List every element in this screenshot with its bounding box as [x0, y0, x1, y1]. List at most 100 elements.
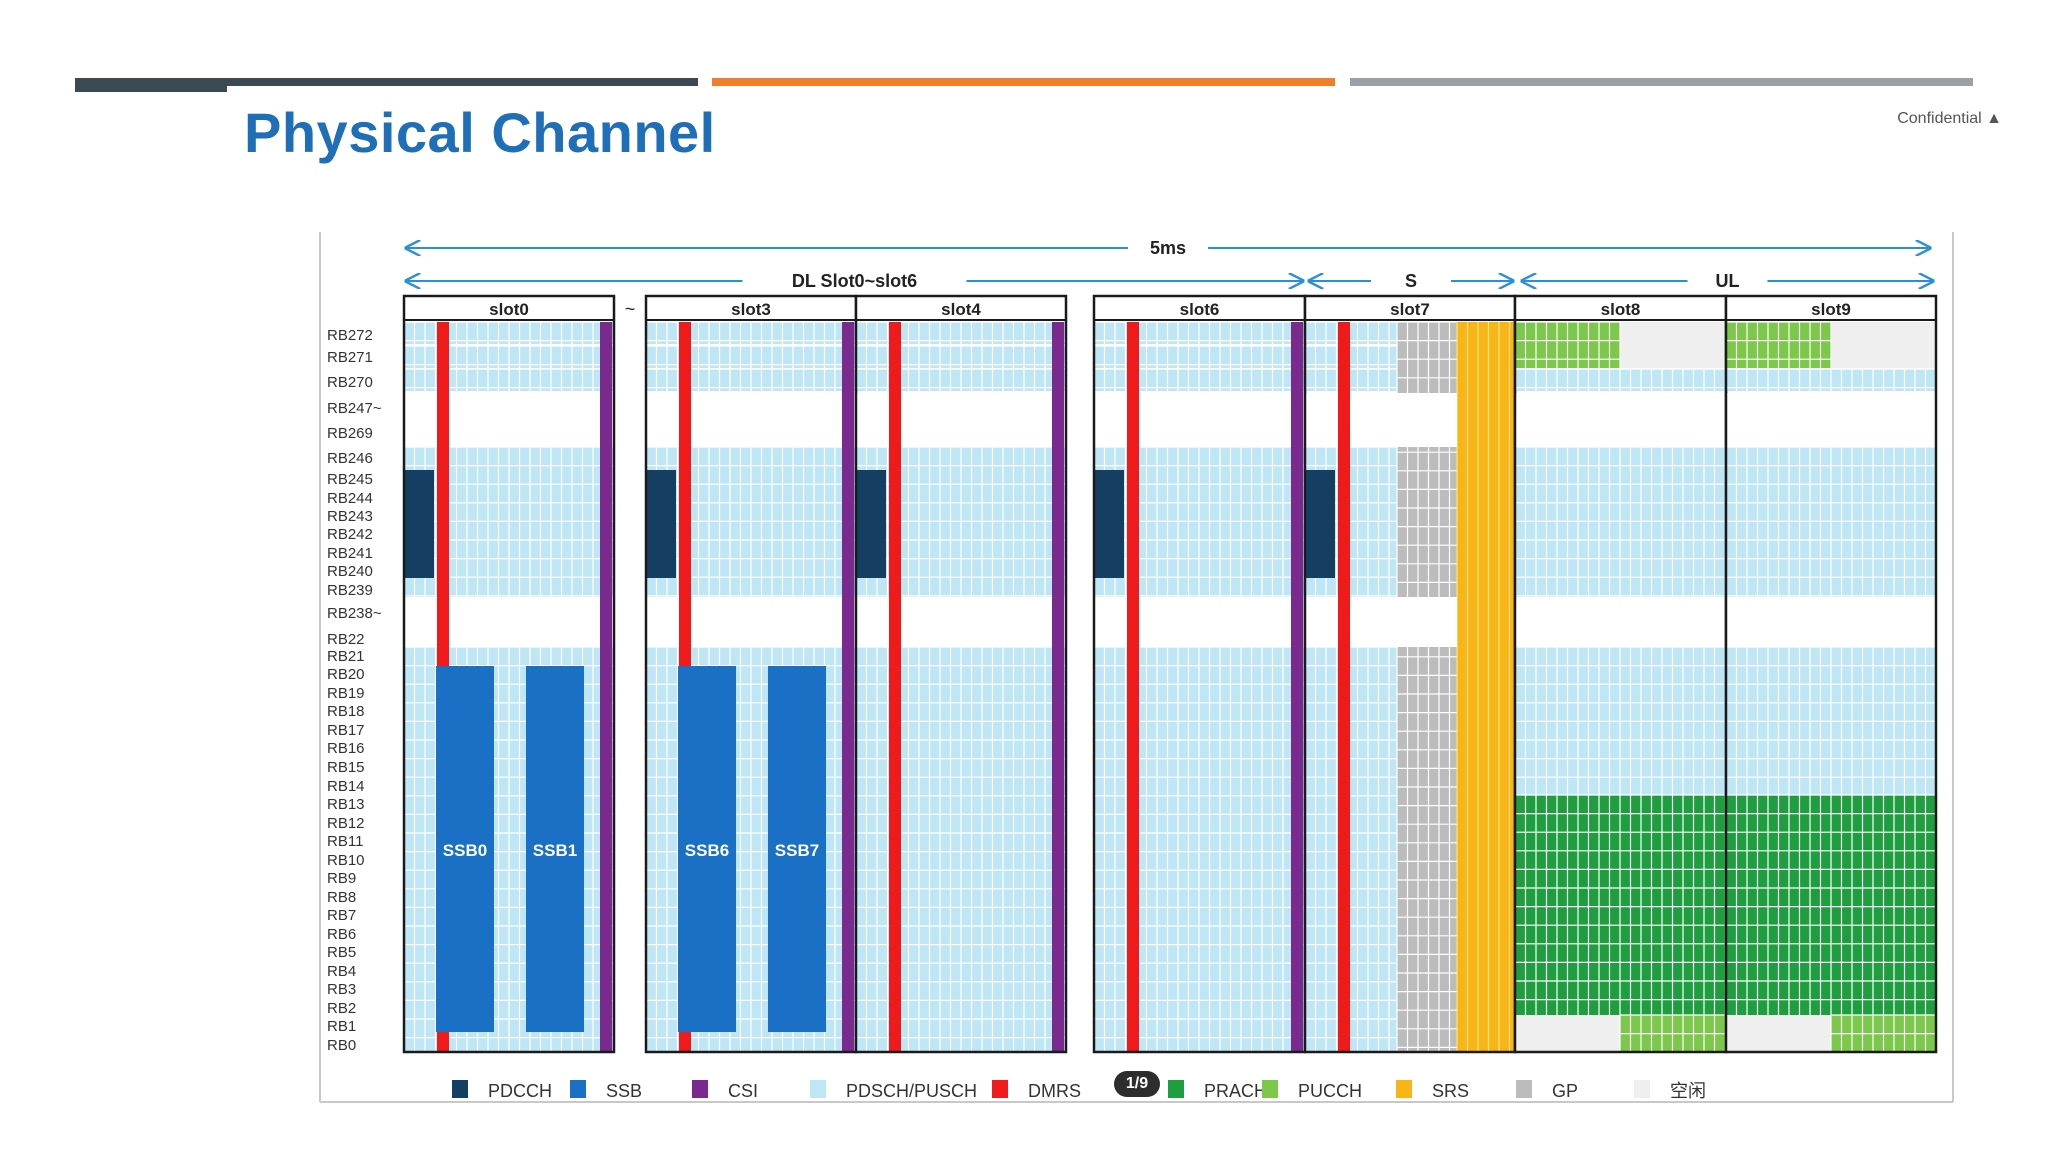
- rb-label: RB14: [327, 778, 365, 795]
- slot-slot7-dmrs: [1338, 322, 1350, 1052]
- rb-label: RB15: [327, 759, 365, 776]
- slot-slot3-ssb-block: [678, 666, 736, 1032]
- slot-slot6-label: slot6: [1180, 300, 1220, 319]
- rb-label: RB18: [327, 703, 365, 720]
- slot-slot4-csi: [1052, 322, 1064, 1052]
- rb-label: RB10: [327, 852, 365, 869]
- rb-label: RB243: [327, 508, 373, 525]
- legend-swatch-pdcch: [452, 1080, 468, 1098]
- header-bar-dark: [227, 78, 698, 86]
- page-indicator[interactable]: 1/9: [1114, 1071, 1160, 1097]
- header-bar-orange: [712, 78, 1335, 86]
- legend-label: DMRS: [1028, 1081, 1081, 1101]
- slot-slot9-border: [1724, 294, 1938, 1054]
- legend-label: PDSCH/PUSCH: [846, 1081, 977, 1101]
- slot-slot7-gp-gap: [1350, 393, 1457, 447]
- slot-slot0-ssb-label: SSB0: [443, 841, 487, 860]
- rb-label: RB246: [327, 450, 373, 467]
- slot-slot3-csi: [842, 322, 854, 1052]
- slot-slot9-header: [1726, 296, 1936, 320]
- legend-label: 空闲: [1670, 1081, 1706, 1101]
- legend-label: GP: [1552, 1081, 1578, 1101]
- rb-label: RB21: [327, 648, 365, 665]
- legend-swatch-srs: [1396, 1080, 1412, 1098]
- span-dl-label: DL Slot0~slot6: [792, 271, 917, 291]
- slot-slot3-header: [646, 296, 856, 320]
- slot-slot0-empty-area: [404, 597, 614, 647]
- rb-label: RB11: [327, 833, 363, 850]
- rb-label: RB269: [327, 425, 373, 442]
- rb-label: RB247~: [327, 400, 382, 417]
- rb-label: RB20: [327, 666, 365, 683]
- slot-slot3-empty-area: [646, 393, 856, 447]
- legend-swatch-prach: [1168, 1080, 1184, 1098]
- legend-swatch-pucch: [1262, 1080, 1278, 1098]
- rb-label: RB9: [327, 870, 356, 887]
- slot-slot6-empty-area: [1094, 597, 1305, 647]
- rb-label: RB239: [327, 582, 373, 599]
- rb-label: RB8: [327, 889, 356, 906]
- rb-label: RB238~: [327, 605, 382, 622]
- slot-slot4-label: slot4: [941, 300, 981, 319]
- slot-slot7-gp-gap: [1350, 597, 1457, 647]
- legend-swatch-pdsch-pusch: [810, 1080, 826, 1098]
- rb-label: RB22: [327, 631, 365, 648]
- slot-slot8-empty-area: [1515, 393, 1726, 447]
- rb-label: RB1: [327, 1018, 356, 1035]
- span-ul-label: UL: [1716, 271, 1740, 291]
- slot-slot6-pdcch: [1094, 470, 1124, 578]
- slot-slot0-ssb-label: SSB1: [533, 841, 577, 860]
- rb-label: RB271: [327, 349, 373, 366]
- slot-slot3-empty-area: [646, 597, 856, 647]
- rb-label: RB0: [327, 1037, 356, 1054]
- rb-label: RB17: [327, 722, 365, 739]
- slot-slot4-pdcch: [856, 470, 886, 578]
- legend-swatch-ssb: [570, 1080, 586, 1098]
- legend-swatch-dmrs: [992, 1080, 1008, 1098]
- span-5ms-label: 5ms: [1150, 238, 1186, 258]
- rb-label: RB19: [327, 685, 365, 702]
- rb-label: RB241: [327, 545, 373, 562]
- rb-label: RB270: [327, 374, 373, 391]
- slot-slot9-empty-area: [1726, 393, 1936, 447]
- slot-slot6-dmrs: [1127, 322, 1139, 1052]
- legend-swatch-gp: [1516, 1080, 1532, 1098]
- slot-slot8-header: [1515, 296, 1726, 320]
- slot-slot8-label: slot8: [1601, 300, 1641, 319]
- slot-slot9-empty-area: [1726, 597, 1936, 647]
- slot-slot8-empty-area: [1515, 597, 1726, 647]
- legend-swatch--: [1634, 1080, 1650, 1098]
- rb-label: RB244: [327, 490, 373, 507]
- slot-slot4-empty-area: [856, 597, 1066, 647]
- slot-slot3-ssb-label: SSB7: [775, 841, 819, 860]
- slot-slot4-dmrs: [889, 322, 901, 1052]
- page-title: Physical Channel: [244, 101, 716, 164]
- slot-slot4-header: [856, 296, 1066, 320]
- legend-label: PUCCH: [1298, 1081, 1362, 1101]
- slot-slot0-pdcch: [404, 470, 434, 578]
- legend-swatch-csi: [692, 1080, 708, 1098]
- legend-label: SSB: [606, 1081, 642, 1101]
- rb-label: RB5: [327, 944, 356, 961]
- slot-slot0-label: slot0: [489, 300, 529, 319]
- slot-slot7-header: [1305, 296, 1515, 320]
- rb-label: RB16: [327, 740, 365, 757]
- slot-slot0-ssb-block: [526, 666, 584, 1032]
- legend-label: PDCCH: [488, 1081, 552, 1101]
- rb-label: RB3: [327, 981, 356, 998]
- slot-slot4-empty-area: [856, 393, 1066, 447]
- slot-slot3-pdcch: [646, 470, 676, 578]
- header-bar-gray: [1350, 78, 1973, 86]
- slot-slot7-srs: [1457, 322, 1515, 1052]
- slot-gap-tilde: ~: [625, 299, 636, 319]
- slot-slot6-empty-area: [1094, 393, 1305, 447]
- slot-slot6-header: [1094, 296, 1305, 320]
- rb-label: RB242: [327, 526, 373, 543]
- rb-label: RB7: [327, 907, 356, 924]
- slot-slot7-pdcch: [1305, 470, 1335, 578]
- rb-label: RB4: [327, 963, 356, 980]
- slot-slot0-border: [402, 294, 616, 1054]
- slot-slot7-label: slot7: [1390, 300, 1430, 319]
- slot-slot3-label: slot3: [731, 300, 771, 319]
